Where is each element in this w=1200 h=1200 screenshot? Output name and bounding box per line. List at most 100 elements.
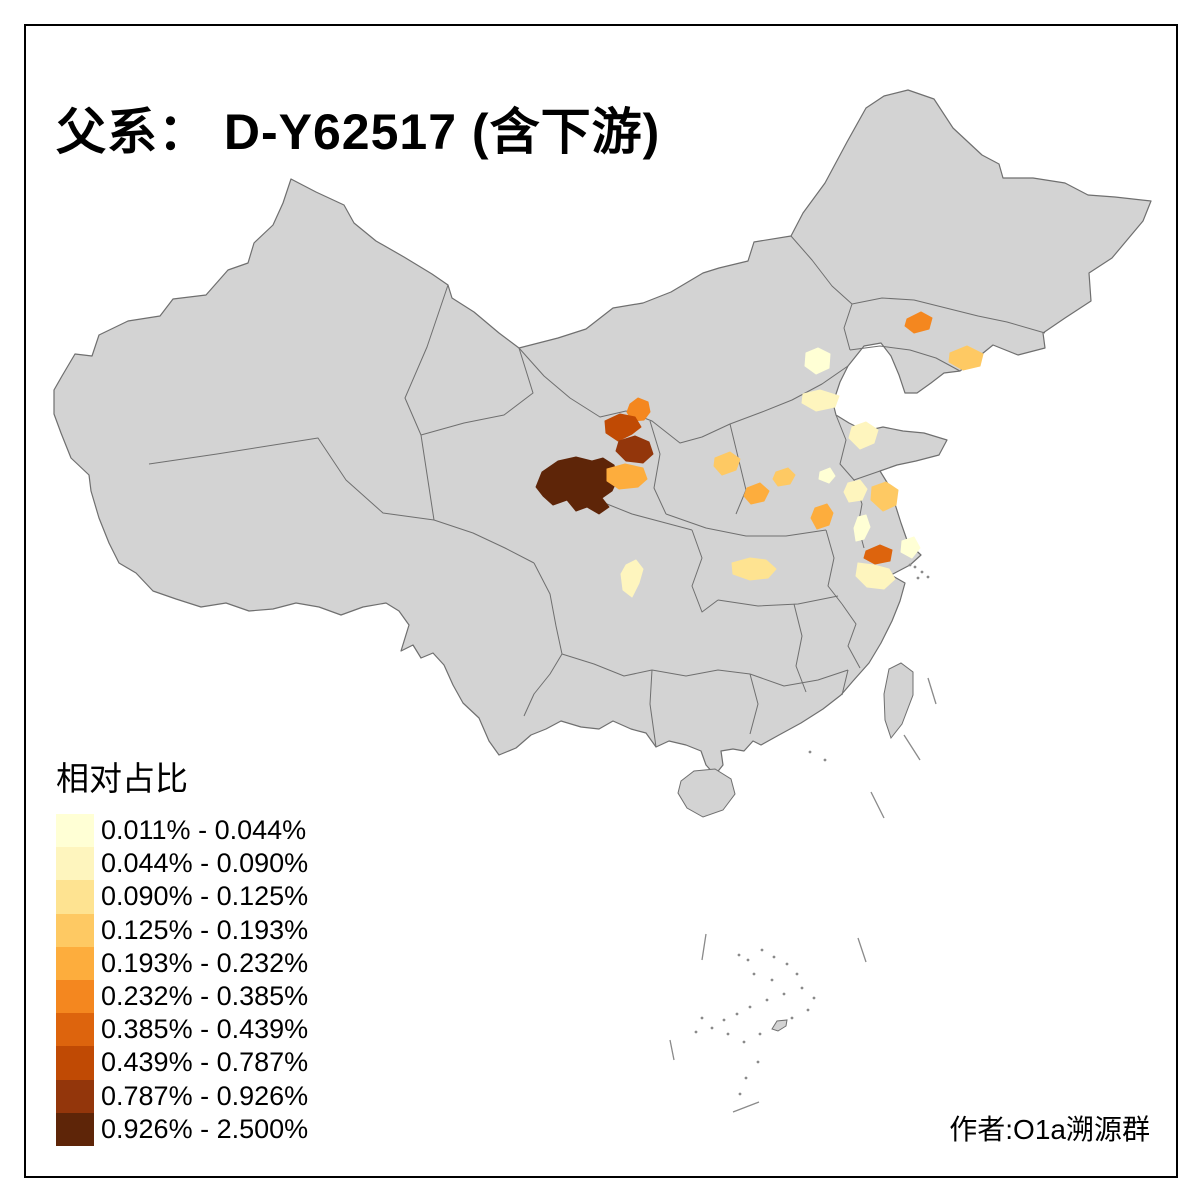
legend-row: 0.385% - 0.439% xyxy=(56,1013,309,1047)
map-region-r09 xyxy=(801,389,840,412)
islet xyxy=(916,576,920,580)
province-border xyxy=(841,669,849,696)
legend-swatch-10 xyxy=(56,1112,94,1146)
province-border xyxy=(433,519,535,564)
islet xyxy=(782,992,786,996)
legend-label: 0.439% - 0.787% xyxy=(101,1047,309,1078)
province-border xyxy=(651,669,751,677)
legend-label: 0.193% - 0.232% xyxy=(101,947,309,978)
map-region-r17 xyxy=(810,503,834,530)
legend-swatch-4 xyxy=(56,913,94,947)
province-border xyxy=(835,414,881,481)
islet xyxy=(756,1060,760,1064)
legend-label: 0.926% - 2.500% xyxy=(101,1113,309,1144)
china-choropleth-map xyxy=(53,89,1152,1113)
map-region-r06 xyxy=(904,311,933,334)
islet xyxy=(795,972,799,976)
legend-row: 0.193% - 0.232% xyxy=(56,946,309,980)
legend-swatch-5 xyxy=(56,946,94,980)
legend-label: 0.787% - 0.926% xyxy=(101,1080,309,1111)
province-border xyxy=(404,284,449,521)
map-region-r16 xyxy=(870,481,899,512)
province-border xyxy=(841,603,861,669)
author-credit: 作者:O1a溯源群 xyxy=(949,1114,1150,1145)
province-border xyxy=(561,653,653,677)
legend-label: 0.011% - 0.044% xyxy=(101,815,307,845)
map-region-r22 xyxy=(731,557,777,581)
islet xyxy=(737,953,741,957)
legend-swatch-3 xyxy=(56,880,94,914)
islet xyxy=(920,570,924,574)
islet-patch xyxy=(771,1019,788,1032)
map-region-r05 xyxy=(606,463,648,490)
legend-row: 0.926% - 2.500% xyxy=(56,1112,309,1146)
hainan-island xyxy=(677,768,736,818)
island-chain xyxy=(701,933,707,961)
map-region-r14 xyxy=(818,467,836,484)
islet xyxy=(772,955,776,959)
islet xyxy=(790,1016,794,1020)
map-region-r03 xyxy=(615,435,654,464)
legend-label: 0.385% - 0.439% xyxy=(101,1014,309,1045)
map-region-r21 xyxy=(900,536,921,559)
province-border xyxy=(825,529,843,605)
islet xyxy=(926,575,930,579)
legend-row: 0.044% - 0.090% xyxy=(56,847,308,881)
map-region-r10 xyxy=(713,451,741,476)
province-border xyxy=(691,529,719,613)
islet xyxy=(748,1005,752,1009)
legend-swatch-1 xyxy=(56,814,94,848)
islet xyxy=(770,978,774,982)
province-border xyxy=(533,562,563,655)
map-region-r23 xyxy=(620,559,644,598)
map-region-r13 xyxy=(848,421,879,450)
island-chain xyxy=(903,734,921,761)
province-border xyxy=(749,673,759,735)
islet xyxy=(823,758,827,762)
island-chain xyxy=(669,1039,675,1061)
legend: 相对占比 0.011% - 0.044% 0.044% - 0.090% 0.090… xyxy=(56,752,308,1146)
province-border xyxy=(729,423,747,515)
legend-row: 0.232% - 0.385% xyxy=(56,979,308,1014)
province-border xyxy=(649,669,657,748)
islet xyxy=(700,1016,704,1020)
legend-swatch-9 xyxy=(56,1079,94,1113)
islet xyxy=(710,1026,714,1030)
legend-swatch-2 xyxy=(56,847,94,881)
map-region-r04 xyxy=(535,456,619,515)
map-region-r07 xyxy=(948,345,984,371)
islet xyxy=(746,958,750,962)
islet xyxy=(738,1092,742,1096)
islet xyxy=(758,1032,762,1036)
legend-label: 0.090% - 0.125% xyxy=(101,881,309,912)
province-border xyxy=(601,501,693,531)
map-region-r18 xyxy=(853,514,871,542)
islet xyxy=(908,563,912,567)
map-region-r01 xyxy=(626,397,651,422)
map-region-r12 xyxy=(772,467,796,487)
islet xyxy=(760,948,764,952)
islet xyxy=(735,1012,739,1016)
legend-rows: 0.011% - 0.044% 0.044% - 0.090% 0.090% - 0… xyxy=(56,814,308,1146)
province-border xyxy=(793,603,807,693)
province-border xyxy=(523,653,563,717)
islet xyxy=(742,1040,746,1044)
legend-row: 0.125% - 0.193% xyxy=(56,913,308,947)
islet xyxy=(808,750,812,754)
island-chain xyxy=(870,791,885,819)
taiwan-island xyxy=(883,662,914,740)
map-region-r11 xyxy=(743,482,770,505)
islet xyxy=(744,1076,748,1080)
islet xyxy=(722,1018,726,1022)
map-region-r19 xyxy=(863,544,893,565)
province-border xyxy=(518,347,849,444)
islet xyxy=(765,998,769,1002)
islet xyxy=(812,996,816,1000)
islet xyxy=(752,972,756,976)
map-region-r15 xyxy=(843,479,868,503)
map-region-r08 xyxy=(804,347,831,375)
plot-frame: 父系： D-Y62517 (含下游) 相对占比 0.011% - 0.044% 0… xyxy=(24,24,1178,1178)
province-border xyxy=(749,669,849,687)
islet xyxy=(800,986,804,990)
